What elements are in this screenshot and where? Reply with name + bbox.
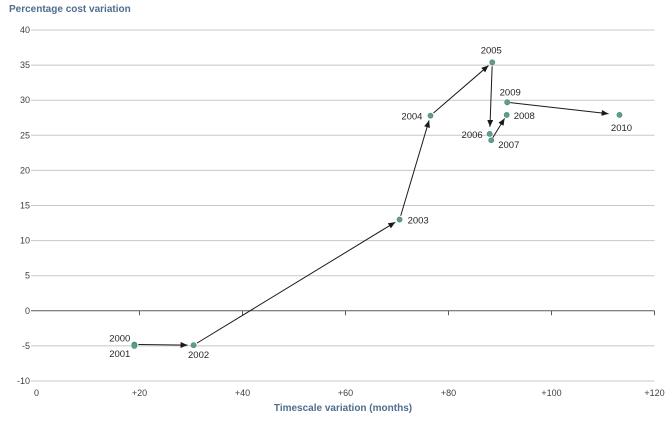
- y-tick-label-10: 10: [20, 236, 30, 246]
- x-axis-title: Timescale variation (months): [273, 403, 413, 414]
- data-points: 2000 2001 2002 2003 2004 2005 2006 2007 2008 2009…: [109, 45, 632, 361]
- y-tick-label-30: 30: [20, 95, 30, 105]
- y-tick-label--5: -5: [22, 341, 30, 351]
- arrow-2007-to-2008: [492, 118, 506, 138]
- arrow-2002-to-2003: [196, 221, 396, 344]
- x-tick-label-100: +100: [541, 388, 561, 398]
- data-point-2009: [504, 99, 511, 106]
- data-point-2002: [190, 342, 197, 349]
- data-point-2003: [396, 216, 403, 223]
- point-label-2009: 2009: [500, 87, 521, 98]
- arrow-2004-to-2005: [433, 65, 489, 114]
- point-label-2010: 2010: [611, 123, 632, 134]
- data-point-2010: [616, 112, 623, 118]
- y-tick-label--10: -10: [17, 376, 30, 386]
- y-tick-label-40: 40: [20, 25, 30, 35]
- point-label-2002: 2002: [188, 350, 209, 361]
- y-tick-label-20: 20: [20, 165, 30, 175]
- arrow-2003-to-2004: [400, 120, 430, 216]
- y-tick-label-0: 0: [25, 306, 30, 316]
- x-tick-label-20: +20: [132, 388, 147, 398]
- chart-title: Percentage cost variation: [9, 4, 131, 15]
- point-label-2007: 2007: [498, 140, 519, 151]
- data-point-2001: [131, 342, 138, 349]
- arrows: [138, 65, 609, 349]
- point-label-2004: 2004: [401, 112, 422, 123]
- y-tick-label-15: 15: [20, 201, 30, 211]
- data-point-2008: [503, 112, 510, 118]
- x-axis: 0 +20 +40 +60 +80 +100 +120: [34, 310, 665, 398]
- point-label-2008: 2008: [514, 111, 535, 122]
- y-tick-label-35: 35: [20, 60, 30, 70]
- gridlines: 40 35 30 25 20 15 10 5 0 -5 -10: [17, 25, 655, 386]
- arrow-2005-to-2006: [487, 66, 494, 127]
- arrow-2009-to-2010: [510, 102, 609, 116]
- point-label-2005: 2005: [481, 45, 502, 56]
- data-point-2007: [488, 137, 495, 144]
- data-point-2006: [486, 130, 493, 137]
- y-tick-label-25: 25: [20, 130, 30, 140]
- x-tick-label-80: +80: [441, 388, 456, 398]
- data-point-2004: [427, 112, 434, 119]
- data-point-2005: [489, 59, 496, 66]
- point-label-2006: 2006: [462, 130, 483, 141]
- arrow-2000-to-2002: [138, 342, 188, 349]
- x-tick-label-0: 0: [34, 388, 39, 398]
- point-label-2001: 2001: [109, 349, 130, 360]
- x-tick-label-40: +40: [235, 388, 250, 398]
- point-label-2000: 2000: [109, 333, 130, 344]
- x-tick-label-120: +120: [644, 388, 664, 398]
- point-label-2003: 2003: [408, 216, 429, 227]
- x-tick-label-60: +60: [338, 388, 353, 398]
- y-tick-label-5: 5: [25, 271, 30, 281]
